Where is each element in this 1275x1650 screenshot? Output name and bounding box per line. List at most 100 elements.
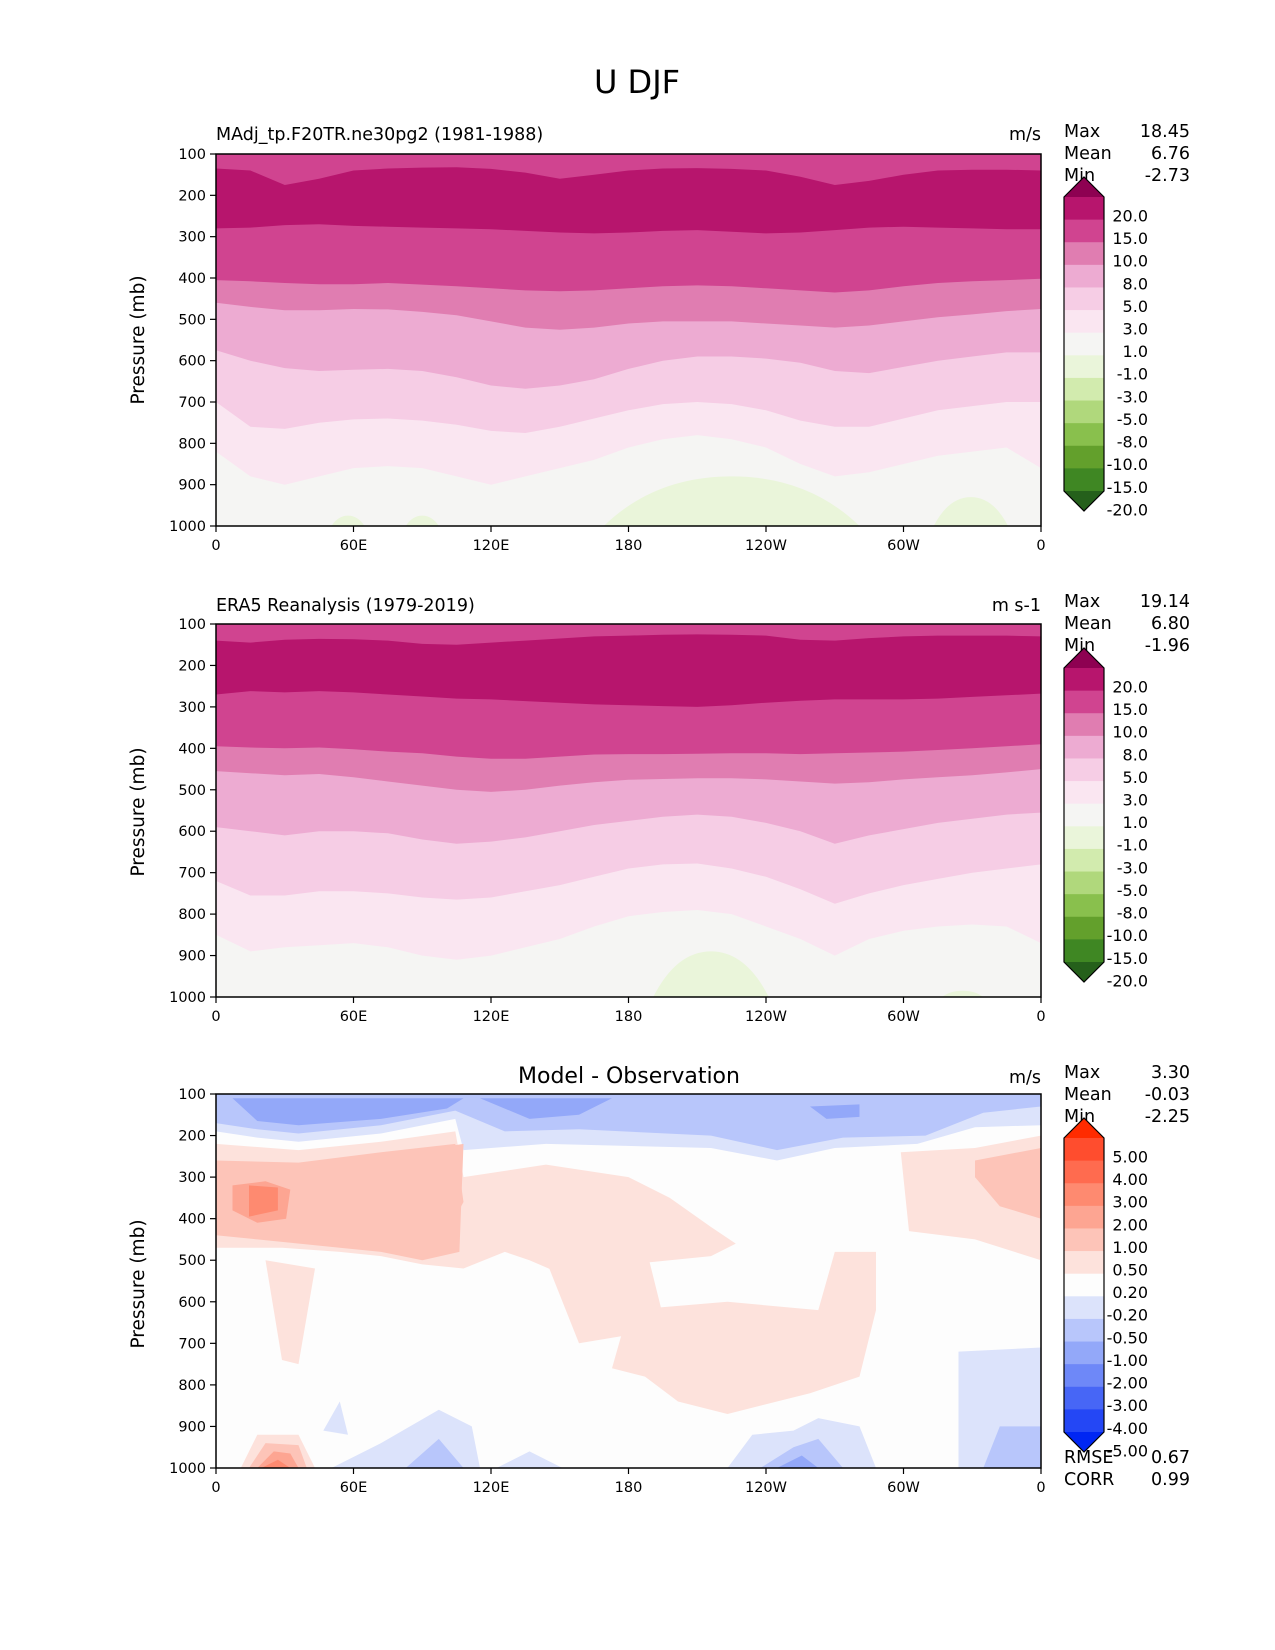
- colorbar-segment: [1064, 1318, 1104, 1343]
- colorbar-tick-label: -10.0: [1107, 926, 1148, 945]
- colorbar-segment: [1064, 758, 1104, 782]
- contour-area: [215, 623, 1042, 998]
- colorbar-segment: [1064, 264, 1104, 288]
- y-tick-label: 200: [178, 1129, 206, 1145]
- stat-label: Max: [1064, 592, 1100, 612]
- contour-band: [612, 1251, 876, 1414]
- colorbar-segment: [1064, 1138, 1104, 1162]
- stat-value: -2.25: [1145, 1107, 1190, 1127]
- y-tick-label: 400: [178, 1212, 206, 1228]
- colorbar-tick-label: 3.0: [1123, 791, 1148, 810]
- colorbar-segment: [1064, 939, 1104, 963]
- colorbar-segment: [1064, 1251, 1104, 1275]
- y-tick-label: 200: [178, 658, 206, 674]
- contour-area: [215, 153, 1042, 527]
- panel-title-left: MAdj_tp.F20TR.ne30pg2 (1981-1988): [216, 125, 543, 145]
- colorbar-segment: [1064, 1341, 1104, 1365]
- colorbar-tick-label: 1.0: [1123, 342, 1148, 361]
- colorbar-segment: [1064, 377, 1104, 402]
- colorbar-tick-label: -8.0: [1117, 904, 1148, 923]
- colorbar-segment: [1064, 894, 1104, 918]
- colorbar-tick-label: 5.0: [1123, 297, 1148, 316]
- contour-band: [653, 951, 769, 997]
- y-tick-label: 1000: [169, 1461, 206, 1477]
- colorbar-segment: [1064, 735, 1104, 759]
- colorbar-tick-label: -3.0: [1117, 858, 1148, 877]
- x-tick-label: 120E: [473, 538, 510, 554]
- colorbar-tick-label: 1.0: [1123, 813, 1148, 832]
- stat-value: 18.45: [1140, 122, 1190, 142]
- colorbar: 5.00 4.00 3.00 2.00 1.00 0.50 0.20 -0.20 -0.50 -1…: [1063, 1117, 1148, 1460]
- colorbar-segment: [1064, 355, 1104, 379]
- stat-label: Max: [1064, 122, 1100, 142]
- contour-band: [261, 1459, 291, 1468]
- colorbar-extend-max: [1064, 1118, 1104, 1138]
- y-tick-label: 400: [178, 741, 206, 757]
- colorbar-tick-label: 8.0: [1123, 745, 1148, 764]
- x-tick-label: 0: [1036, 1009, 1045, 1025]
- x-tick-label: 180: [615, 1009, 643, 1025]
- panel-obs: ERA5 Reanalysis (1979-2019) m s-1 Pressu…: [128, 592, 1190, 1025]
- colorbar-segment: [1064, 916, 1104, 940]
- colorbar-tick-label: -3.0: [1117, 387, 1148, 406]
- contour-band: [323, 1401, 348, 1435]
- contour-band: [975, 1148, 1041, 1219]
- colorbar-segment: [1064, 400, 1104, 424]
- y-tick-label: 300: [178, 700, 206, 716]
- colorbar-segment: [1064, 1386, 1104, 1410]
- y-tick-label: 700: [178, 1336, 206, 1352]
- stat-label: Mean: [1064, 1085, 1112, 1105]
- colorbar-tick-label: -0.20: [1107, 1306, 1148, 1325]
- colorbar-segment: [1064, 332, 1104, 356]
- x-tick-label: 120W: [745, 1009, 787, 1025]
- stat-value: 6.80: [1151, 614, 1190, 634]
- contour-band: [777, 1455, 819, 1468]
- colorbar-tick-label: 0.20: [1112, 1283, 1148, 1302]
- y-tick-label: 600: [178, 1295, 206, 1311]
- colorbar-tick-label: -20.0: [1107, 971, 1148, 990]
- y-tick-label: 900: [178, 1419, 206, 1435]
- colorbar-tick-label: 8.0: [1123, 274, 1148, 293]
- colorbar-segment: [1064, 1205, 1104, 1229]
- contour-band: [265, 1260, 315, 1365]
- panel-title-center: Model - Observation: [518, 1064, 740, 1089]
- y-tick-label: 500: [178, 783, 206, 799]
- contour-band: [232, 1098, 464, 1126]
- x-tick-label: 0: [1036, 1480, 1045, 1496]
- colorbar-tick-label: -2.00: [1107, 1374, 1148, 1393]
- panel-units: m/s: [1009, 1068, 1041, 1088]
- contour-band: [249, 1185, 278, 1217]
- colorbar-segment: [1064, 690, 1104, 714]
- colorbar-segment: [1064, 803, 1104, 827]
- y-tick-label: 800: [178, 1378, 206, 1394]
- colorbar-tick-label: -0.50: [1107, 1328, 1148, 1347]
- skill-stat-value: 0.99: [1151, 1470, 1190, 1490]
- x-tick-label: 120W: [745, 1480, 787, 1496]
- colorbar-tick-label: -20.0: [1107, 500, 1148, 519]
- contour-band: [331, 515, 365, 526]
- suptitle: U DJF: [594, 63, 680, 101]
- x-ticks: 0 60E 120E 180 120W 60W 0: [211, 997, 1046, 1025]
- contour-band: [405, 1438, 464, 1468]
- colorbar-segment: [1064, 668, 1104, 692]
- colorbar-segment: [1064, 781, 1104, 805]
- contour-band: [546, 1260, 629, 1344]
- colorbar-segment: [1064, 1183, 1104, 1207]
- contour-band: [496, 1451, 563, 1468]
- colorbar-outline: [1063, 647, 1105, 983]
- stat-value: 3.30: [1151, 1063, 1190, 1083]
- colorbar-segment: [1064, 423, 1104, 447]
- colorbar-tick-label: -5.0: [1117, 881, 1148, 900]
- x-tick-label: 0: [211, 1480, 220, 1496]
- colorbar-outline: [1063, 1117, 1105, 1453]
- y-axis-label: Pressure (mb): [128, 275, 149, 404]
- y-tick-label: 300: [178, 1170, 206, 1186]
- x-tick-label: 60E: [340, 1009, 368, 1025]
- y-tick-label: 1000: [169, 519, 206, 535]
- y-tick-label: 700: [178, 395, 206, 411]
- y-tick-label: 700: [178, 866, 206, 882]
- y-tick-label: 100: [178, 1087, 206, 1103]
- colorbar-tick-label: 5.0: [1123, 768, 1148, 787]
